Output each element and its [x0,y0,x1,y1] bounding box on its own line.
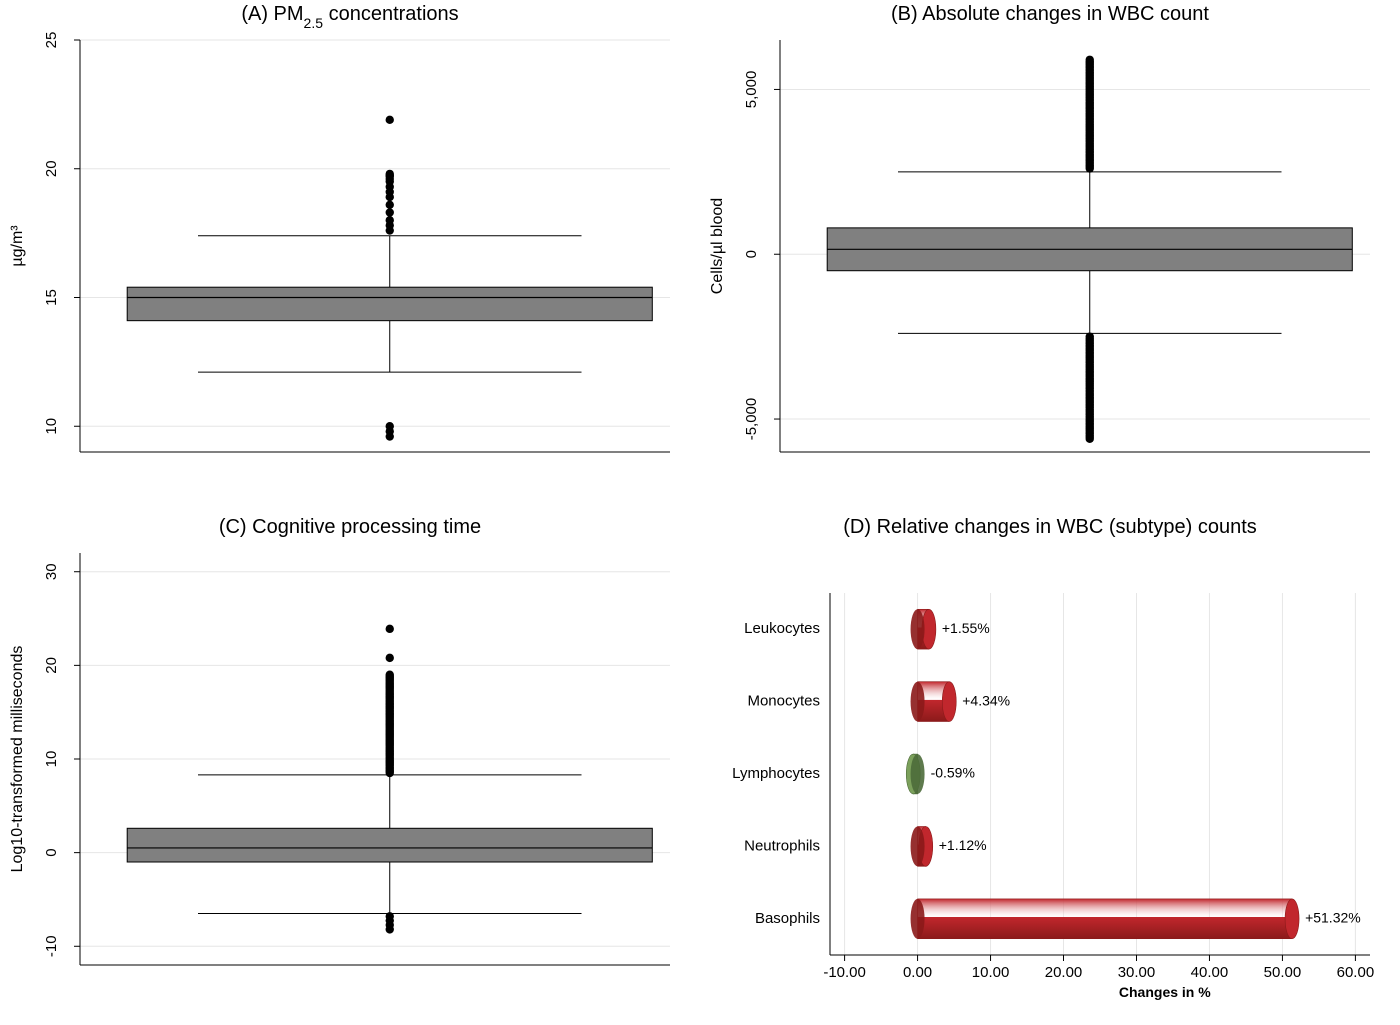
svg-text:10: 10 [43,750,60,767]
svg-text:-0.59%: -0.59% [931,764,975,780]
svg-text:Monocytes: Monocytes [747,692,820,709]
svg-text:5,000: 5,000 [743,71,760,109]
svg-text:µg/m³: µg/m³ [9,225,26,267]
svg-text:10: 10 [43,418,60,435]
svg-text:Cells/µl blood: Cells/µl blood [709,198,726,294]
svg-text:25: 25 [43,32,60,49]
svg-text:-10: -10 [43,935,60,957]
svg-text:0.00: 0.00 [903,964,932,981]
svg-text:(A) PM2.5 concentrations: (A) PM2.5 concentrations [241,3,458,31]
svg-text:15: 15 [43,289,60,306]
svg-text:50.00: 50.00 [1264,964,1302,981]
svg-text:30.00: 30.00 [1118,964,1156,981]
svg-text:Log10-transformed milliseconds: Log10-transformed milliseconds [9,645,26,872]
svg-text:20: 20 [43,657,60,674]
panel-a: (A) PM2.5 concentrations 10 15 20 25 µg/m³ [0,0,700,513]
svg-text:0: 0 [743,250,760,258]
svg-text:30: 30 [43,563,60,580]
svg-text:20.00: 20.00 [1045,964,1083,981]
panel-b: (B) Absolute changes in WBC count -5,000 0… [700,0,1400,513]
svg-text:+51.32%: +51.32% [1305,909,1361,925]
svg-text:Leukocytes: Leukocytes [744,620,820,637]
svg-text:+1.55%: +1.55% [942,619,990,635]
svg-text:(C) Cognitive processing time: (C) Cognitive processing time [219,516,481,538]
svg-text:Lymphocytes: Lymphocytes [732,764,820,781]
svg-text:-5,000: -5,000 [743,398,760,441]
figure-grid: (A) PM2.5 concentrations 10 15 20 25 µg/m³ (B… [0,0,1400,1025]
svg-text:-10.00: -10.00 [823,964,866,981]
svg-text:(B) Absolute changes in WBC co: (B) Absolute changes in WBC count [891,3,1209,25]
svg-text:40.00: 40.00 [1191,964,1229,981]
svg-text:20: 20 [43,160,60,177]
svg-text:0: 0 [43,848,60,856]
svg-text:(D) Relative changes in WBC (s: (D) Relative changes in WBC (subtype) co… [843,516,1257,538]
svg-text:Changes in %: Changes in % [1119,984,1211,1000]
svg-text:10.00: 10.00 [972,964,1010,981]
svg-text:+4.34%: +4.34% [962,692,1010,708]
svg-text:Basophils: Basophils [755,909,820,926]
svg-text:60.00: 60.00 [1337,964,1375,981]
svg-text:Neutrophils: Neutrophils [744,837,820,854]
panel-c: (C) Cognitive processing time -10 0 10 20 30 L… [0,513,700,1025]
panel-d: (D) Relative changes in WBC (subtype) co… [700,513,1400,1025]
svg-text:+1.12%: +1.12% [939,837,987,853]
